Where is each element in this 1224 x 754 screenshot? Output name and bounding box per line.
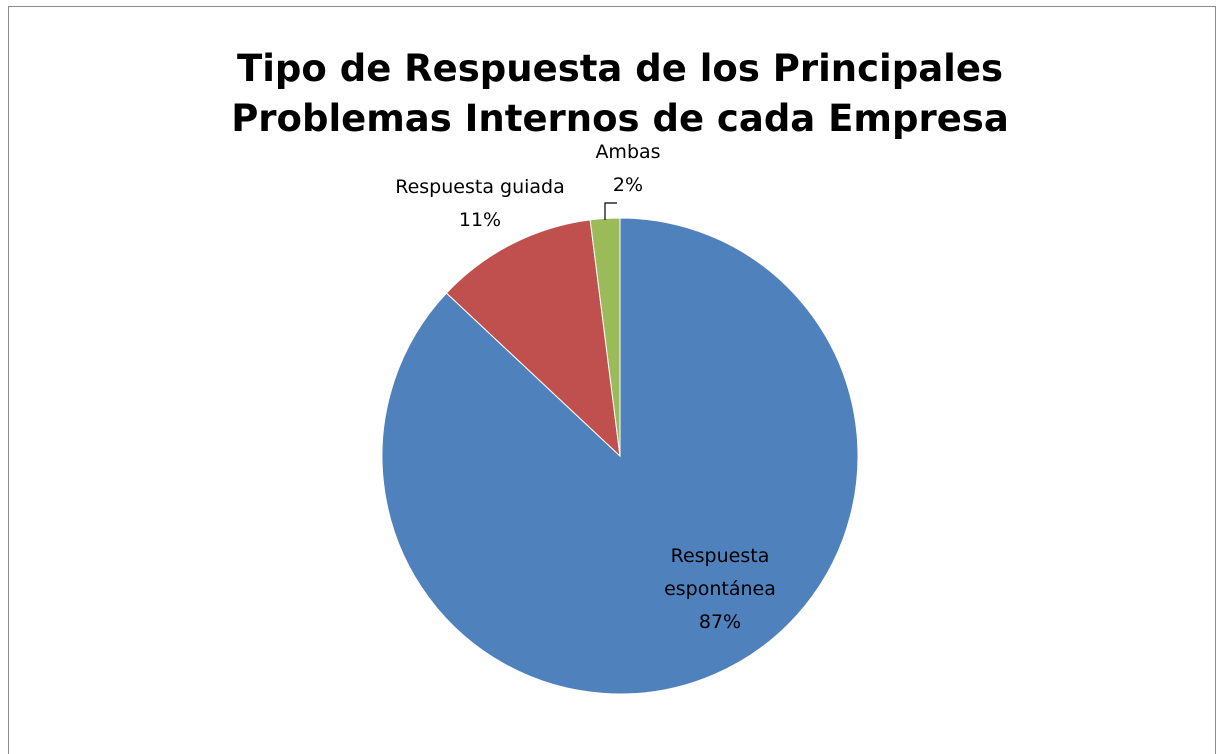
pie-slice	[381, 217, 859, 695]
label-category: Respuesta espontánea	[664, 545, 776, 600]
label-value: 2%	[612, 174, 644, 196]
label-category: Ambas	[595, 141, 661, 163]
data-label: Ambas 2%	[578, 136, 678, 202]
pie-slice	[445, 219, 621, 458]
chart-title: Tipo de Respuesta de los Principales Pro…	[231, 47, 1009, 140]
data-label: Respuesta guiada 11%	[370, 171, 590, 237]
data-label: Respuesta espontánea 87%	[640, 540, 800, 639]
pie	[381, 217, 859, 695]
leader-line	[604, 202, 617, 220]
label-value: 87%	[698, 611, 742, 633]
label-value: 11%	[458, 209, 502, 231]
label-category: Respuesta guiada	[395, 176, 565, 198]
